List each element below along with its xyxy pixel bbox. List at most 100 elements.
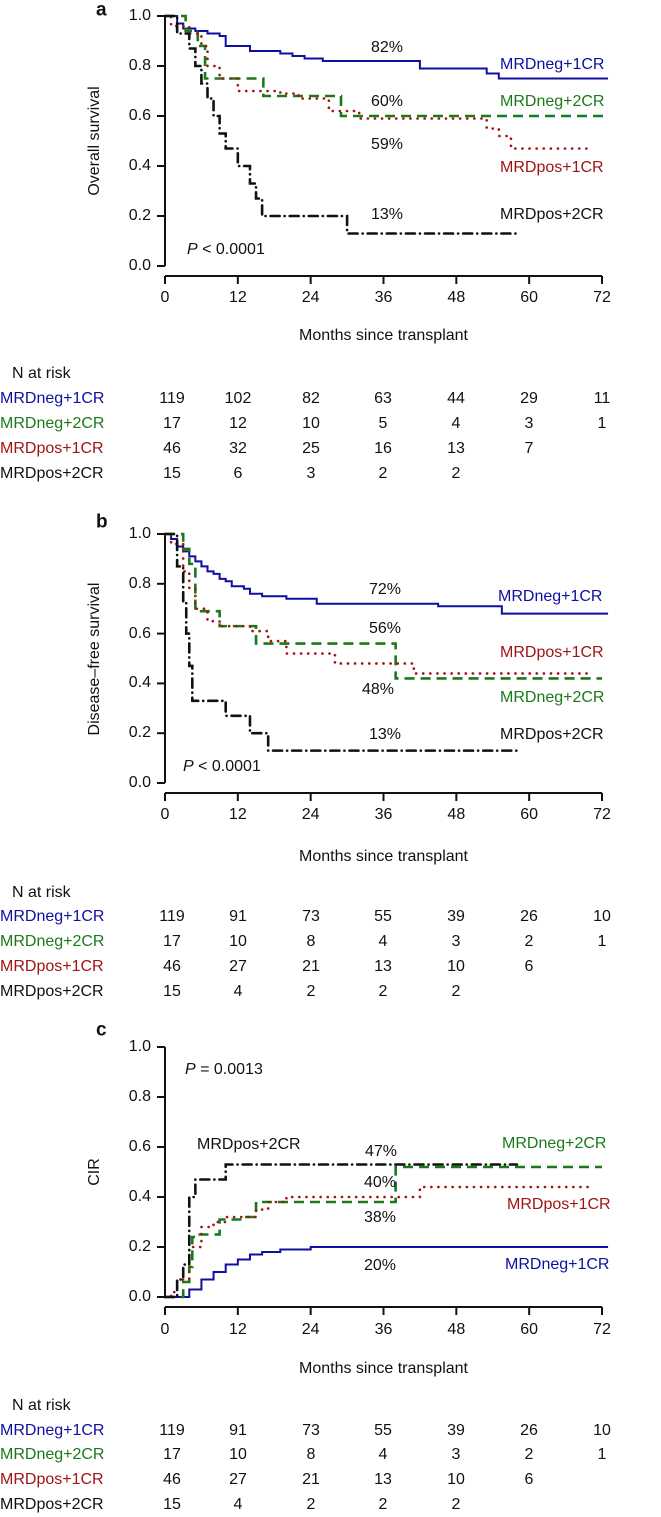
risk-row-label: MRDneg+2CR [0,933,105,950]
y-tick-label: 0.6 [128,1138,151,1155]
x-tick-label: 48 [447,1321,466,1338]
p-text: < 0.0001 [197,241,265,258]
km-curve-mrdneg-2cr [165,14,606,118]
y-tick-label: 0.4 [128,157,151,174]
series-label: MRDneg+1CR [505,1256,610,1273]
y-tick-label: 0.8 [128,574,151,592]
series-label: MRDpos+1CR [507,1196,611,1213]
series-label: MRDpos+2CR [500,726,604,743]
risk-cell: 13 [374,1471,392,1488]
risk-cell: 6 [524,958,534,975]
annotation-pct: 72% [368,581,402,598]
risk-cell: 4 [451,415,461,432]
y-tick-label: 0.0 [128,1288,151,1305]
risk-table-header: N at risk [12,884,71,901]
panel-letter-a: a [96,0,107,21]
x-tick-label: 36 [374,289,393,306]
km-curve-mrdneg-1cr [165,1246,609,1298]
y-tick-label: 0.6 [128,624,151,642]
p-value: P < 0.0001 [183,759,261,775]
risk-cell: 2 [451,1496,461,1513]
annotation-pct: 59% [370,136,404,153]
p-symbol: P [185,1061,196,1078]
y-tick-label: 0.2 [128,1238,151,1255]
risk-cell: 2 [524,1446,534,1463]
risk-row-label: MRDpos+1CR [0,1471,104,1488]
x-tick-label: 24 [301,289,320,306]
risk-cell: 13 [374,958,392,975]
risk-cell: 55 [374,1422,392,1439]
y-tick-label: 0.2 [128,207,151,224]
risk-cell: 1 [597,1446,607,1463]
risk-row-label: MRDpos+1CR [0,440,104,457]
risk-cell: 82 [302,390,320,407]
risk-cell: 2 [451,983,461,1000]
risk-cell: 15 [163,1496,181,1513]
risk-cell: 16 [374,440,392,457]
x-tick-label: 12 [228,289,247,306]
km-curve-mrdpos-1cr [163,1185,592,1299]
risk-cell: 10 [229,933,247,950]
risk-cell: 46 [163,958,181,975]
risk-cell: 21 [302,958,320,975]
p-value: P = 0.0013 [185,1062,263,1078]
p-symbol: P [187,241,198,258]
risk-cell: 15 [163,465,181,482]
x-axis-title: Months since transplant [299,327,468,344]
risk-cell: 2 [378,465,388,482]
risk-cell: 26 [520,908,538,925]
risk-table-header: N at risk [12,365,71,382]
y-axis-title: CIR [86,1158,103,1186]
risk-cell: 10 [447,1471,465,1488]
risk-cell: 2 [451,465,461,482]
risk-cell: 21 [302,1471,320,1488]
risk-cell: 29 [520,390,538,407]
risk-cell: 39 [447,908,465,925]
risk-cell: 17 [163,933,181,950]
risk-cell: 63 [374,390,392,407]
x-tick-label: 0 [160,1321,170,1338]
risk-cell: 102 [224,390,252,407]
x-tick-label: 72 [593,806,611,823]
x-axis-title: Months since transplant [299,848,468,865]
risk-cell: 4 [378,1446,388,1463]
x-tick-label: 36 [374,1321,393,1338]
risk-cell: 73 [302,1422,320,1439]
km-curve-mrdpos-2cr [163,1163,519,1299]
risk-cell: 3 [524,415,534,432]
x-tick-label: 0 [160,806,170,823]
risk-cell: 10 [447,958,465,975]
risk-cell: 10 [302,415,320,432]
annotation-pct: 56% [368,620,402,637]
y-tick-label: 0.2 [128,724,151,742]
x-tick-label: 24 [301,806,320,823]
y-axis-title: Overall survival [86,86,103,196]
risk-cell: 27 [229,958,247,975]
x-tick-label: 60 [520,289,539,306]
risk-cell: 1 [597,933,607,950]
risk-cell: 6 [233,465,243,482]
risk-cell: 26 [520,1422,538,1439]
risk-row-label: MRDneg+1CR [0,1422,105,1439]
annotation-pct: 13% [370,206,404,223]
y-tick-label: 0.4 [128,1188,151,1205]
x-tick-label: 72 [593,289,611,306]
risk-cell: 2 [378,1496,388,1513]
annotation-pct: 40% [363,1174,397,1191]
x-tick-label: 24 [301,1321,320,1338]
y-tick-label: 1.0 [128,1038,151,1055]
risk-cell: 4 [233,983,243,1000]
x-tick-label: 60 [520,806,539,823]
y-tick-label: 0.6 [128,107,151,124]
annotation-pct: 13% [368,726,402,743]
risk-cell: 2 [378,983,388,1000]
series-label: MRDpos+2CR [197,1136,301,1153]
y-axis-title: Disease–free survival [86,582,103,735]
risk-cell: 25 [302,440,320,457]
risk-table-header: N at risk [12,1397,71,1414]
risk-cell: 91 [229,1422,247,1439]
risk-cell: 5 [378,415,388,432]
series-label: MRDpos+1CR [500,159,604,176]
series-label: MRDneg+2CR [500,93,605,110]
series-label: MRDneg+2CR [502,1135,607,1152]
